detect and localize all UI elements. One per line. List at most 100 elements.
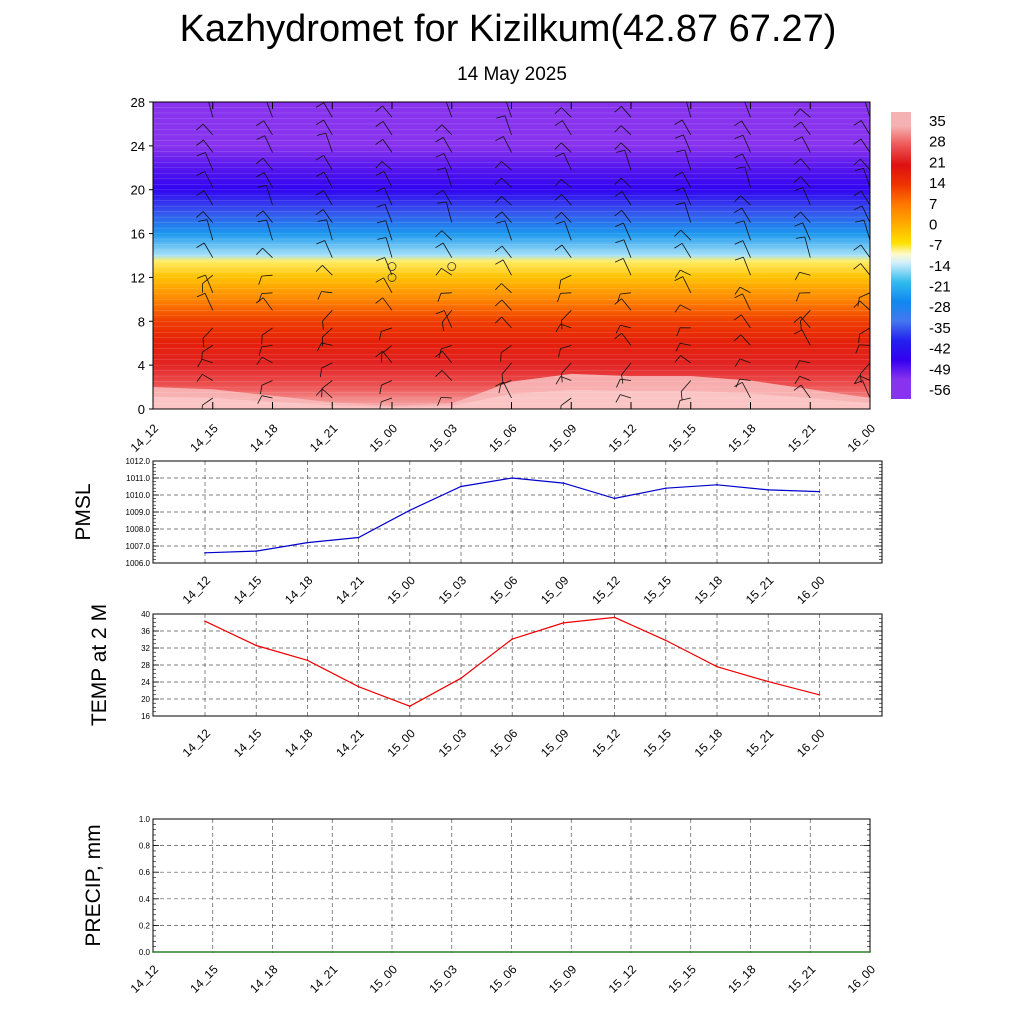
wind-barb-staff [802, 222, 811, 241]
series-point [331, 951, 334, 953]
y-tick-label: 0.6 [139, 868, 151, 877]
wind-barb-feather [554, 107, 562, 114]
colorbar-label: 28 [929, 134, 946, 151]
wind-barb-staff [800, 158, 811, 171]
wind-barb-staff [562, 120, 572, 136]
wind-barb-feather [854, 167, 864, 172]
wind-barb-feather [496, 220, 506, 224]
wind-barb-staff [325, 132, 333, 153]
wind-barb-feather [675, 202, 685, 206]
wind-barb-feather [198, 97, 207, 98]
wind-barb-staff [153, 256, 154, 258]
wind-barb-feather [375, 297, 384, 304]
wind-barb-staff [801, 136, 811, 153]
wind-barb-staff [385, 220, 393, 241]
wind-barb-feather [137, 123, 144, 129]
x-tick-label: 15_18 [725, 421, 759, 455]
wind-barb-staff [802, 187, 811, 206]
colorbar-ramp [891, 112, 911, 399]
wind-barb-staff [684, 202, 692, 223]
wind-barb-feather [435, 189, 444, 196]
wind-barb-staff [321, 342, 333, 346]
wind-barb-staff [501, 161, 512, 171]
wind-barb-feather [379, 401, 382, 409]
series-point [204, 552, 206, 554]
wind-barb-feather [435, 230, 443, 238]
wind-barb-feather [614, 258, 624, 263]
wind-barb-staff [741, 382, 751, 399]
wind-barb-staff [561, 310, 572, 321]
y-tick-label: 4 [138, 358, 145, 373]
wind-barb-feather [615, 394, 621, 403]
wind-barb-feather [315, 102, 324, 108]
y-axis-title: TEMP at 2 M [88, 604, 111, 726]
series-point [510, 951, 513, 953]
wind-barb-feather [793, 316, 801, 323]
y-tick-label: 1.0 [139, 815, 151, 824]
wind-barb-staff [623, 239, 632, 258]
wind-barb-staff [561, 142, 572, 153]
wind-barb-staff [153, 345, 154, 346]
wind-barb-staff [383, 277, 393, 293]
wind-barb-feather [793, 121, 802, 128]
wind-barb-feather [733, 334, 742, 342]
y-tick-label: 16 [141, 712, 150, 721]
wind-barb-feather [555, 323, 561, 333]
contour-lines [153, 107, 870, 404]
wind-barb-feather [201, 405, 203, 409]
x-tick-label: 14_21 [307, 421, 341, 455]
wind-barb-feather [256, 135, 265, 140]
wind-barb-staff [382, 297, 393, 311]
series-point [716, 484, 718, 486]
series-point [306, 541, 309, 544]
wind-barb-staff [561, 362, 572, 374]
wind-barb-feather [196, 242, 205, 248]
pmsl-panel: 1006.0 1007.0 1008.0 1009.0 1010.0 1011.0 1012… [72, 457, 883, 607]
wind-barb-feather [435, 310, 445, 315]
series-point [630, 951, 632, 953]
wind-barb-feather [853, 158, 861, 166]
wind-barb-feather [793, 211, 801, 219]
wind-barb-feather [256, 172, 265, 178]
wind-barb-staff [863, 168, 870, 188]
calm-wind-circle [447, 262, 457, 271]
wind-barb-feather [498, 384, 502, 394]
wind-barb-staff [501, 245, 512, 258]
wind-barb-staff [621, 106, 632, 118]
cross-section-field [153, 102, 870, 409]
y-tick-label: 1009.0 [126, 508, 151, 517]
wind-barb-staff [262, 210, 273, 223]
wind-barb-feather [137, 241, 145, 245]
wind-barb-feather [733, 207, 743, 213]
x-tick-label: 15_21 [785, 962, 819, 996]
colorbar-label: 21 [929, 154, 946, 171]
wind-barb-staff [153, 221, 154, 223]
wind-barb-feather [557, 293, 561, 303]
wind-barb-staff [686, 102, 692, 118]
wind-barb-feather [558, 280, 562, 289]
wind-barb-feather [495, 177, 502, 185]
wind-barb-feather [793, 384, 802, 391]
wind-barb-staff [860, 263, 870, 276]
wind-barb-feather [436, 167, 446, 171]
wind-barb-feather [317, 219, 327, 222]
x-tick-label: 15_06 [487, 726, 521, 760]
wind-barb-staff [622, 258, 632, 276]
wind-barb-staff [201, 358, 213, 364]
wind-barb-staff [204, 293, 214, 311]
wind-barb-feather [854, 375, 860, 384]
series-point [690, 951, 692, 953]
colorbar: 35 28 21 14 7 0 -7 -14 -21 -28 -35 -42 -49 -56 [891, 112, 951, 399]
wind-barb-staff [799, 375, 811, 381]
wind-barb-staff [323, 102, 333, 118]
x-tick-label: 15_09 [538, 573, 572, 607]
wind-barb-feather [860, 373, 862, 383]
wind-barb-staff [382, 350, 393, 364]
wind-barb-feather [375, 139, 384, 145]
wind-barb-staff [323, 119, 333, 136]
wind-barb-staff [620, 142, 632, 153]
wind-barb-feather [495, 259, 504, 265]
wind-barb-feather [441, 322, 444, 332]
wind-barb-feather [495, 381, 504, 387]
wind-barb-feather [795, 292, 800, 302]
